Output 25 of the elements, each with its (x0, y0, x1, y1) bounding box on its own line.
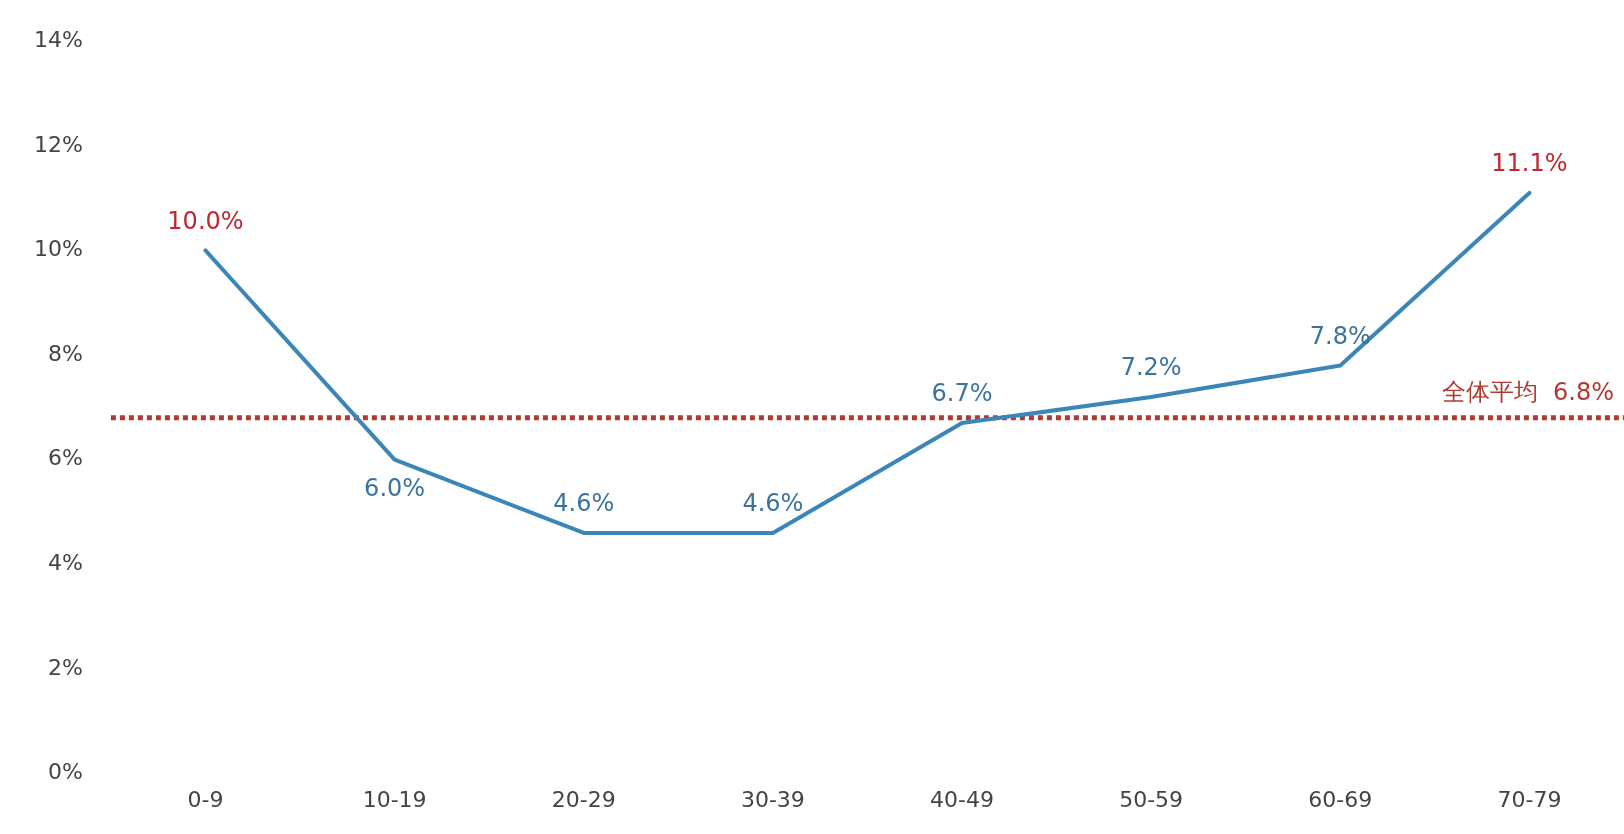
y-tick-label: 10% (33, 236, 83, 262)
data-label: 7.8% (1309, 321, 1371, 350)
data-label: 6.0% (364, 473, 426, 502)
y-tick-label: 12% (33, 131, 83, 157)
y-tick-label: 0% (47, 759, 83, 785)
x-tick-label: 10-19 (362, 786, 427, 812)
x-tick-label: 30-39 (740, 786, 805, 812)
x-tick-label: 70-79 (1497, 786, 1562, 812)
data-label: 4.6% (553, 489, 615, 518)
data-label: 7.2% (1120, 353, 1182, 382)
y-tick-label: 6% (47, 445, 83, 471)
x-tick-label: 60-69 (1308, 786, 1373, 812)
x-tick-label: 0-9 (187, 786, 224, 812)
x-tick-label: 50-59 (1119, 786, 1184, 812)
y-tick-label: 8% (47, 340, 83, 366)
x-tick-label: 40-49 (930, 786, 994, 812)
y-tick-label: 14% (33, 26, 83, 52)
y-tick-label: 4% (47, 550, 83, 576)
ref-line-label: 全体平均 6.8% (1441, 378, 1614, 407)
data-label: 6.7% (931, 379, 993, 408)
x-tick-label: 20-29 (551, 786, 616, 812)
data-label: 4.6% (742, 489, 804, 518)
y-tick-label: 2% (47, 654, 83, 680)
data-label: 11.1% (1491, 149, 1568, 178)
data-label: 10.0% (167, 206, 244, 235)
